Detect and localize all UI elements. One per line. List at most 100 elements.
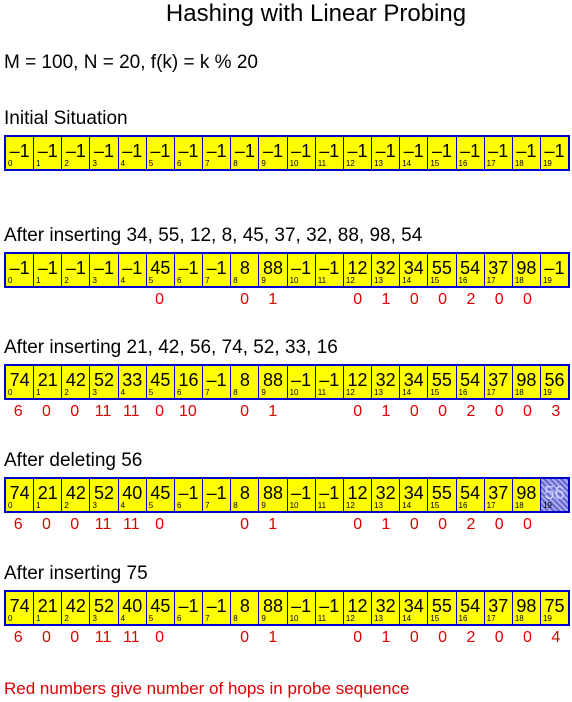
hop-count: 0 (523, 291, 532, 308)
table-section: After inserting 75 74 0 21 1 42 2 52 3 40 4 45 5 –1 6–… (0, 563, 572, 653)
cell-value: 54 (460, 483, 481, 503)
table-cell: 52 3 (90, 366, 119, 398)
hop-count: 0 (438, 516, 448, 533)
cell-index: 0 (8, 614, 13, 623)
cell-index: 11 (317, 388, 327, 397)
table-cell: 21 1 (34, 592, 63, 624)
hop-count (117, 174, 145, 194)
table-cell: –1 9 (259, 137, 288, 169)
table-cell: –1 14 (400, 137, 429, 169)
cell-index: 8 (233, 614, 238, 623)
section-label: After deleting 56 (4, 450, 143, 471)
cell-index: 19 (542, 614, 552, 623)
cell-index: 13 (374, 159, 383, 168)
hop-count: 6 (13, 629, 23, 646)
cell-index: 15 (430, 159, 440, 168)
cell-value: 21 (37, 596, 58, 616)
hop-count (542, 291, 570, 311)
cell-value: –1 (206, 596, 227, 616)
hop-count: 0 (240, 291, 249, 308)
hop-count: 0 (523, 516, 532, 533)
hop-count (315, 174, 343, 194)
table-cell: –1 7 (203, 592, 232, 624)
hop-count (315, 291, 343, 311)
hop-count (230, 174, 258, 194)
cell-value: –1 (9, 258, 30, 278)
cell-index: 6 (176, 388, 182, 397)
table-cell: –1 11 (315, 254, 344, 286)
cell-index: 19 (542, 501, 552, 510)
cell-value: 8 (239, 596, 250, 616)
hop-count: 1 (268, 291, 278, 308)
hop-count: 0 (70, 403, 80, 420)
hop-count: 11 (94, 516, 112, 533)
cell-value: –1 (206, 370, 227, 390)
table-cell: 88 9 (259, 479, 288, 511)
cell-index: 0 (8, 388, 13, 397)
table-cell: –1 8 (231, 137, 260, 169)
cell-value: 88 (262, 483, 283, 503)
cell-value: 32 (375, 596, 396, 616)
cell-value: –1 (347, 141, 368, 161)
cell-value: –1 (544, 258, 565, 278)
cell-value: 21 (37, 370, 58, 390)
table-section: After inserting 34, 55, 12, 8, 45, 37, 3… (0, 225, 572, 315)
hop-count: 0 (240, 403, 249, 420)
cell-index: 3 (92, 276, 97, 285)
hop-count (202, 403, 230, 423)
footnote: Red numbers give number of hops in probe… (4, 679, 410, 698)
table-cell: 32 13 (372, 592, 401, 624)
cell-index: 11 (317, 276, 327, 285)
hop-count: 0 (494, 629, 504, 646)
hop-count (485, 174, 513, 194)
cell-value: 88 (262, 258, 283, 278)
hop-count: 0 (409, 291, 419, 308)
table-cell: 45 5 (146, 479, 175, 511)
cell-value: 42 (65, 370, 86, 390)
section-label: After inserting 21, 42, 56, 74, 52, 33, … (4, 337, 338, 358)
table-cell: –1 4 (118, 137, 147, 169)
table-cell: 98 18 (512, 366, 541, 398)
table-cell: 52 3 (90, 592, 119, 624)
cell-value: 88 (262, 596, 283, 616)
cell-value: –1 (9, 141, 30, 161)
table-cell: –1 2 (62, 254, 91, 286)
cell-value: –1 (206, 258, 227, 278)
hop-count (428, 174, 456, 194)
table-cell: –1 3 (90, 137, 119, 169)
cell-value: –1 (431, 141, 452, 161)
table-cell: –1 7 (203, 479, 232, 511)
hop-counts-row: 0 0 1 0 1 0 0 2 0 0 (4, 291, 570, 311)
cell-index: 19 (542, 388, 552, 397)
hop-counts-row: 6 0 0 11 11 0 0 1 0 1 0 0 2 0 0 (4, 516, 570, 536)
table-cell: 45 5 (146, 366, 175, 398)
table-cell: –1 12 (343, 137, 373, 169)
cell-index: 16 (458, 276, 468, 285)
cell-value: 55 (431, 483, 452, 503)
table-cell: 74 0 (6, 366, 35, 398)
cell-value: 40 (122, 483, 143, 503)
cell-index: 0 (8, 501, 13, 510)
table-cell: 88 9 (259, 366, 288, 398)
cell-index: 12 (345, 388, 355, 397)
table-cell: –1 11 (315, 366, 344, 398)
cell-index: 19 (542, 276, 552, 285)
cell-value: 55 (431, 370, 452, 390)
cell-index: 12 (345, 276, 355, 285)
cell-index: 15 (430, 276, 440, 285)
table-cell: 34 14 (400, 366, 429, 398)
cell-index: 1 (36, 388, 41, 397)
table-section: After inserting 21, 42, 56, 74, 52, 33, … (0, 337, 572, 427)
hop-count: 1 (268, 403, 278, 420)
table-cell: 45 5 (146, 254, 175, 286)
cell-value: 12 (347, 370, 368, 390)
table-cell: 74 0 (6, 592, 35, 624)
cell-value: –1 (65, 141, 86, 161)
table-cell: 54 16 (456, 366, 485, 398)
cell-value: 33 (122, 370, 143, 390)
hop-count (89, 174, 117, 194)
hop-count (287, 403, 315, 423)
table-cell: 32 13 (372, 479, 401, 511)
